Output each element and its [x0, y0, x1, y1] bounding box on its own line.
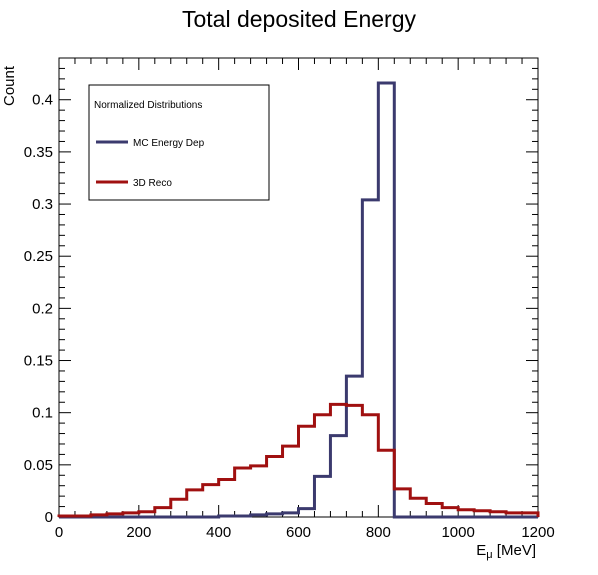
x-axis-label-subscript: μ [486, 549, 492, 561]
legend-label-mc-energy-dep: MC Energy Dep [133, 138, 205, 149]
legend-header: Normalized Distributions [94, 100, 202, 111]
y-tick-label: 0.3 [32, 196, 53, 213]
x-axis-label-unit: [MeV] [493, 542, 536, 559]
y-tick-label: 0.1 [32, 405, 53, 422]
y-tick-label: 0 [45, 509, 53, 526]
y-tick-label: 0.05 [24, 457, 53, 474]
y-tick-label: 0.15 [24, 353, 53, 370]
legend-label-3d-reco: 3D Reco [133, 178, 172, 189]
x-tick-label: 1000 [441, 524, 474, 541]
series-line-3d-reco [57, 402, 540, 518]
plot-area: 0 0.05 0.1 0.15 0.2 0.25 0.3 0.35 0.4 0 200 400 600 8… [24, 57, 555, 541]
x-tick-label: 200 [126, 524, 151, 541]
y-tick-label: 0.25 [24, 248, 53, 265]
legend: Normalized Distributions MC Energy Dep 3… [88, 84, 270, 201]
x-axis-label: Eμ [MeV] [476, 542, 536, 561]
y-tick-label: 0.4 [32, 92, 53, 109]
x-tick-label: 400 [206, 524, 231, 541]
y-axis-label: Count [1, 65, 18, 106]
chart-title: Total deposited Energy [182, 6, 416, 32]
y-tick-label: 0.2 [32, 300, 53, 317]
y-tick-label: 0.35 [24, 144, 53, 161]
x-tick-label: 0 [55, 524, 63, 541]
x-tick-label: 800 [366, 524, 391, 541]
x-tick-label: 600 [286, 524, 311, 541]
series-line-mc-energy-dep [59, 81, 538, 519]
x-tick-label: 1200 [521, 524, 554, 541]
x-axis-label-main: E [476, 542, 486, 559]
